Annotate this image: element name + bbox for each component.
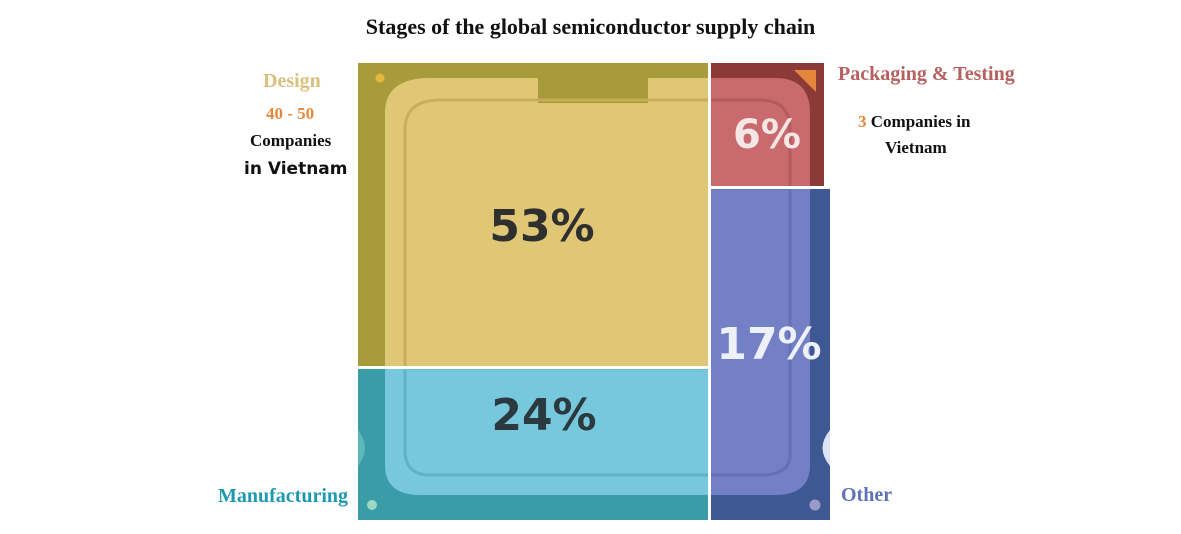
packaging-count-label: 3 [858, 112, 867, 131]
segment-label-other: 17% [716, 319, 821, 370]
corner-dot-other [809, 499, 821, 511]
design-companies-line2: in Vietnam [244, 159, 348, 179]
packaging-companies-line2: Vietnam [885, 138, 947, 157]
other-name-label: Other [841, 484, 893, 506]
design-count-label: 40 - 50 [266, 104, 315, 123]
design-companies-line1: Companies [250, 131, 332, 150]
corner-dot-design [375, 73, 385, 83]
segment-label-manufacturing: 24% [491, 390, 596, 441]
corner-triangle-packaging [794, 70, 816, 92]
packaging-companies-line1: 3 Companies in [858, 112, 970, 132]
packaging-line1-text: Companies in [870, 112, 971, 131]
design-name-label: Design [263, 70, 321, 92]
chart-title: Stages of the global semiconductor suppl… [365, 14, 816, 39]
segment-label-design: 53% [489, 201, 594, 252]
corner-dot-manufacturing [367, 500, 377, 510]
chip-body-design [385, 78, 708, 366]
manufacturing-name-label: Manufacturing [218, 485, 348, 507]
chip-body-packaging [710, 78, 810, 186]
chip-body-manufacturing [385, 368, 708, 495]
chip-body-other [710, 188, 810, 495]
segment-label-packaging: 6% [733, 112, 801, 158]
packaging-name-label: Packaging & Testing [838, 63, 1015, 85]
